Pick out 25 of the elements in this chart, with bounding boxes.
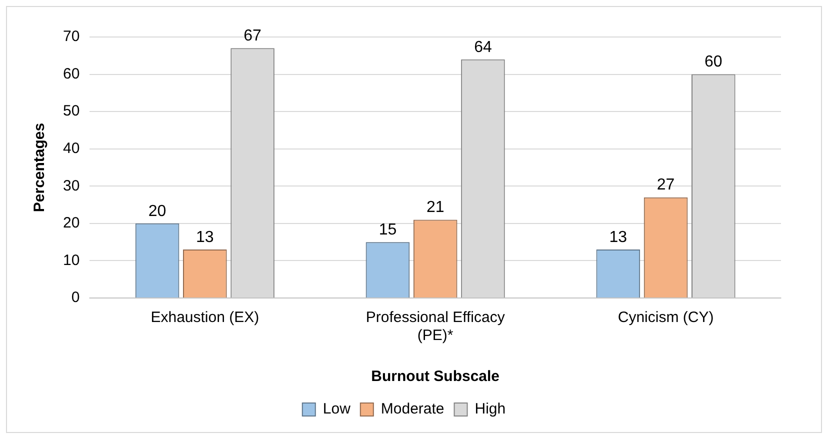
data-label: 15 [378,221,397,238]
legend-label: Low [322,400,351,418]
legend-label: Moderate [380,400,444,418]
x-tick-label: Professional Efficacy (PE)* [366,309,506,344]
data-label: 13 [609,228,628,246]
y-tick-label: 30 [62,177,80,194]
y-axis-title: Percentages [31,122,48,212]
y-tick-label: 60 [62,65,80,82]
data-label: 21 [426,199,444,216]
y-tick-label: 20 [62,214,80,232]
data-label: 27 [656,176,675,194]
data-label: 13 [196,228,214,246]
legend-label: High [474,400,506,418]
x-tick-label: Exhaustion (EX) [150,309,260,326]
data-label: 20 [148,202,166,220]
data-label: 64 [474,38,492,56]
y-tick-label: 10 [62,252,80,269]
y-tick-label: 0 [71,289,80,306]
y-tick-label: 70 [62,28,80,46]
y-tick-label: 50 [62,102,80,120]
x-axis-title: Burnout Subscale [371,368,500,386]
y-tick-label: 40 [62,140,80,157]
x-tick-label: Cynicism (CY) [618,309,714,326]
data-label: 67 [244,28,262,45]
data-label: 60 [704,54,722,71]
